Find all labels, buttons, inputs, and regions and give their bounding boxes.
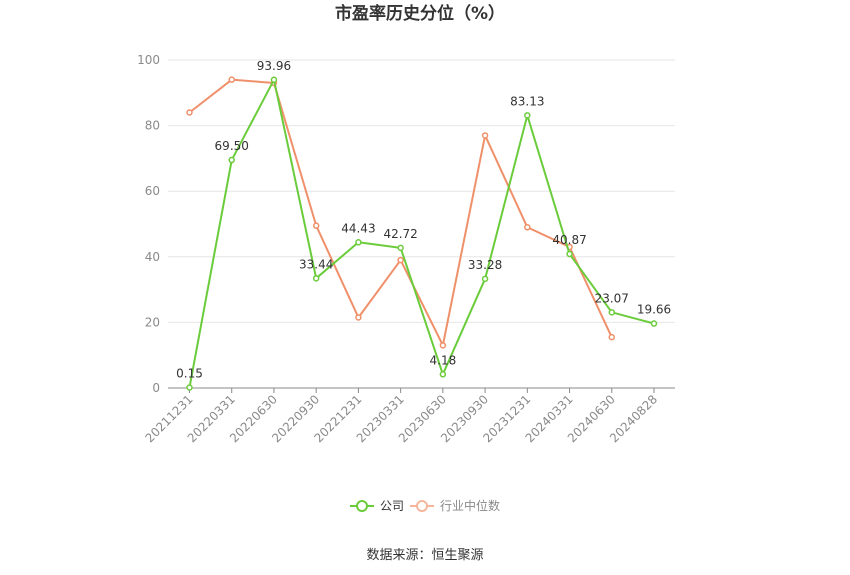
data-point (439, 342, 447, 349)
data-label: 33.44 (299, 257, 333, 271)
y-tick-label: 20 (145, 315, 160, 329)
data-label: 40.87 (552, 233, 586, 247)
data-point (481, 132, 489, 139)
data-label: 23.07 (595, 291, 629, 305)
data-label: 69.50 (215, 139, 249, 153)
data-label: 0.15 (176, 367, 203, 381)
data-point (186, 384, 193, 391)
data-point (397, 256, 404, 264)
data-point (481, 275, 489, 283)
data-point (650, 320, 658, 327)
y-tick-label: 100 (137, 53, 160, 67)
grid (168, 59, 675, 323)
data-point (566, 250, 573, 258)
data-point (524, 112, 531, 119)
data-point (524, 224, 531, 231)
data-label: 83.13 (510, 94, 544, 108)
data-label: 42.72 (383, 227, 417, 241)
data-point (608, 309, 616, 316)
y-tick-label: 40 (145, 250, 160, 264)
data-point (355, 314, 362, 321)
legend-item-0[interactable]: 公司 (350, 499, 404, 513)
y-axis-ticks: 0 20 40 60 80 100 (137, 53, 160, 395)
data-point (312, 222, 320, 229)
y-tick-label: 80 (145, 119, 160, 133)
y-tick-label: 60 (145, 184, 160, 198)
legend[interactable]: 公司 行业中位数 (350, 498, 500, 513)
data-label: 33.28 (468, 258, 502, 272)
data-point (397, 244, 404, 252)
data-point (186, 109, 193, 116)
y-tick-label: 0 (152, 381, 160, 395)
data-label: 44.43 (341, 221, 375, 235)
legend-label: 公司 (380, 499, 404, 513)
series-line-0 (188, 78, 655, 388)
legend-item-1[interactable]: 行业中位数 (410, 498, 500, 513)
data-labels: 0.15 69.50 93.96 33.44 44.43 42.72 4.18 33.28 83… (176, 59, 671, 381)
data-point (270, 76, 278, 84)
x-axis: 2021123120220331202206302022093020221231… (143, 387, 675, 445)
data-point (312, 275, 320, 282)
source-note: 数据来源：恒生聚源 (366, 548, 483, 563)
data-point (439, 371, 447, 378)
data-point (608, 333, 616, 341)
series-group (186, 76, 658, 391)
data-label: 19.66 (637, 303, 671, 317)
data-label: 4.18 (430, 353, 457, 367)
data-label: 93.96 (257, 59, 291, 73)
legend-marker (416, 500, 428, 512)
data-point (228, 156, 235, 164)
legend-marker (356, 500, 368, 512)
data-point (355, 239, 362, 246)
data-point (228, 76, 235, 83)
legend-label: 行业中位数 (440, 498, 500, 513)
chart-title: 市盈率历史分位（%） (335, 3, 505, 24)
